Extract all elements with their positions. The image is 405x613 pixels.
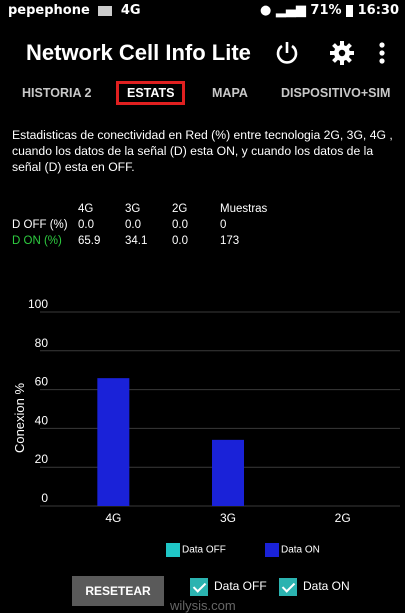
legend-label-data-off: Data OFF [182, 544, 226, 556]
carrier-name: pepephone [8, 3, 90, 18]
row-label-d-off: D OFF (%) [12, 219, 68, 231]
d-off-4g: 0.0 [78, 219, 94, 231]
clock: 16:30 [357, 3, 399, 18]
power-icon[interactable] [272, 38, 302, 68]
row-label-d-on: D ON (%) [12, 235, 62, 247]
tab-estats[interactable]: ESTATS [116, 81, 186, 105]
d-on-3g: 34.1 [125, 235, 148, 247]
checkbox-checked-icon[interactable] [190, 578, 208, 596]
legend-swatch-data-on [265, 543, 279, 557]
y-tick-label: 80 [35, 336, 49, 350]
reset-button[interactable]: RESETEAR [72, 576, 164, 606]
header-3g: 3G [125, 203, 141, 215]
status-left: pepephone 4G [8, 3, 141, 18]
location-icon: ● [260, 3, 272, 18]
y-tick-label: 60 [35, 375, 49, 389]
battery-icon [346, 4, 354, 17]
watermark: wilysis.com [170, 598, 236, 613]
d-off-samples: 0 [220, 219, 227, 231]
d-on-4g: 65.9 [78, 235, 101, 247]
data-off-checkbox[interactable]: Data OFF [190, 578, 267, 596]
checkbox-checked-icon[interactable] [279, 578, 297, 596]
overflow-menu-icon[interactable] [372, 38, 392, 68]
tab-historia[interactable]: HISTORIA 2 [22, 86, 92, 100]
y-tick-label: 20 [35, 452, 49, 466]
network-type: 4G [120, 3, 141, 18]
y-axis-ticks: 0 20 40 60 80 100 [28, 297, 48, 505]
d-on-samples: 173 [220, 235, 240, 247]
app-title: Network Cell Info Lite [26, 40, 251, 65]
connectivity-bar-chart: 0 20 40 60 80 100 4G 3G 2G Conexion % [12, 297, 400, 525]
stats-description: Estadisticas de conectividad en Red (%) … [12, 128, 393, 174]
d-on-2g: 0.0 [172, 235, 188, 247]
tab-bar: HISTORIA 2 ESTATS MAPA DISPOSITIVO+SIM [0, 80, 405, 116]
header-muestras: Muestras [220, 203, 268, 215]
legend-data-on: Data ON [265, 543, 320, 557]
bar-data-on-3g [212, 439, 244, 506]
tab-mapa[interactable]: MAPA [212, 86, 248, 100]
status-right: ● ▂▄▆ 71% 16:30 [260, 3, 399, 18]
signal-icon: ▂▄▆ [275, 3, 306, 18]
y-tick-label: 0 [41, 491, 48, 505]
header-2g: 2G [172, 203, 188, 215]
sim-icon [98, 5, 113, 16]
data-on-checkbox[interactable]: Data ON [279, 578, 350, 596]
x-tick-label: 4G [105, 511, 121, 525]
status-bar: pepephone 4G ● ▂▄▆ 71% 16:30 [0, 0, 405, 24]
d-off-2g: 0.0 [172, 219, 188, 231]
y-tick-label: 100 [28, 297, 48, 311]
legend-label-data-on: Data ON [281, 544, 320, 556]
y-axis-label: Conexion % [12, 383, 27, 454]
data-on-checkbox-label: Data ON [303, 579, 350, 594]
legend-swatch-data-off [166, 543, 180, 557]
x-tick-label: 3G [220, 511, 236, 525]
x-axis-ticks: 4G 3G 2G [105, 511, 350, 525]
data-off-checkbox-label: Data OFF [214, 579, 267, 594]
tab-dispositivo-sim[interactable]: DISPOSITIVO+SIM [281, 86, 391, 100]
header-4g: 4G [78, 203, 94, 215]
bar-data-on-4g [97, 378, 130, 506]
settings-gear-icon[interactable] [327, 38, 357, 68]
x-tick-label: 2G [335, 511, 351, 525]
y-tick-label: 40 [35, 413, 49, 427]
d-off-3g: 0.0 [125, 219, 141, 231]
legend-data-off: Data OFF [166, 543, 226, 557]
app-bar: Network Cell Info Lite [0, 26, 405, 78]
chart-bars [97, 378, 244, 506]
battery-percent: 71% [310, 3, 342, 18]
